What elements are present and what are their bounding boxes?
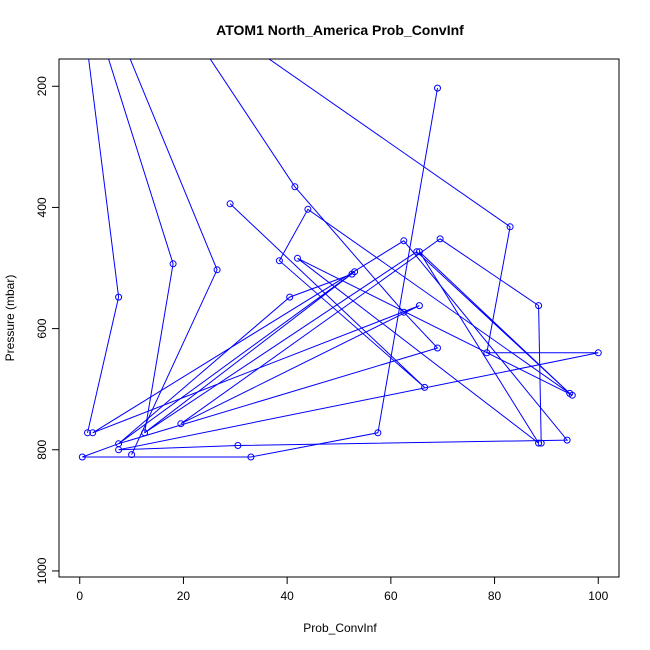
data-point bbox=[415, 302, 423, 310]
chart-title: ATOM1 North_America Prob_ConvInf bbox=[216, 22, 464, 38]
series-line bbox=[92, 59, 599, 451]
data-point bbox=[89, 429, 97, 437]
x-tick-label: 0 bbox=[76, 589, 83, 603]
x-tick-label: 80 bbox=[488, 589, 502, 603]
y-axis: 200 400 600 800 1000 bbox=[35, 76, 59, 584]
data-point bbox=[348, 270, 356, 278]
x-tick-label: 100 bbox=[588, 589, 608, 603]
data-point bbox=[84, 429, 91, 437]
data-point bbox=[594, 349, 602, 357]
series-line bbox=[87, 59, 120, 433]
x-tick-label: 20 bbox=[177, 589, 191, 603]
data-point bbox=[291, 183, 299, 191]
data-point bbox=[400, 237, 408, 245]
plot-frame bbox=[58, 58, 620, 578]
data-point bbox=[535, 439, 543, 447]
plot-area bbox=[78, 59, 602, 461]
data-point bbox=[483, 349, 491, 357]
x-tick-label: 60 bbox=[384, 589, 398, 603]
data-point bbox=[400, 308, 408, 316]
data-point bbox=[177, 420, 185, 428]
data-point bbox=[78, 453, 86, 461]
data-point bbox=[374, 429, 382, 437]
data-point bbox=[304, 205, 312, 213]
x-axis-label: Prob_ConvInf bbox=[303, 621, 377, 635]
data-point bbox=[169, 260, 177, 268]
data-point bbox=[286, 293, 294, 301]
data-point bbox=[421, 383, 429, 391]
data-point bbox=[141, 429, 149, 437]
data-point bbox=[115, 446, 123, 454]
data-point bbox=[247, 453, 255, 461]
x-axis: 0 20 40 60 80 100 bbox=[76, 577, 609, 603]
series-line bbox=[108, 59, 174, 433]
x-tick-label: 40 bbox=[280, 589, 294, 603]
data-point bbox=[434, 84, 441, 92]
data-point bbox=[294, 254, 301, 262]
data-point bbox=[415, 248, 423, 256]
data-point bbox=[563, 436, 571, 444]
data-point bbox=[275, 257, 283, 265]
y-tick-label: 600 bbox=[35, 318, 49, 338]
data-point bbox=[434, 344, 441, 352]
data-point bbox=[537, 439, 545, 447]
data-point bbox=[213, 266, 221, 274]
series-line bbox=[129, 59, 218, 455]
data-point bbox=[234, 442, 242, 449]
y-tick-label: 800 bbox=[35, 439, 49, 459]
data-point bbox=[115, 293, 123, 301]
data-point bbox=[226, 200, 234, 208]
series-line bbox=[118, 203, 573, 445]
data-point bbox=[413, 248, 421, 256]
y-tick-label: 200 bbox=[35, 76, 49, 96]
data-point bbox=[535, 302, 543, 310]
y-tick-label: 1000 bbox=[35, 557, 49, 584]
data-point bbox=[506, 223, 514, 231]
data-point bbox=[436, 235, 444, 243]
y-tick-label: 400 bbox=[35, 197, 49, 217]
data-point bbox=[566, 389, 574, 397]
data-point bbox=[128, 451, 136, 459]
y-axis-label: Pressure (mbar) bbox=[3, 275, 17, 362]
